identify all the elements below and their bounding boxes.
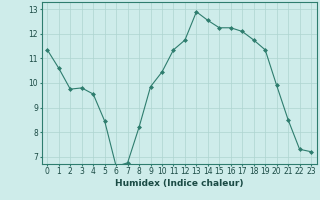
X-axis label: Humidex (Indice chaleur): Humidex (Indice chaleur)	[115, 179, 244, 188]
